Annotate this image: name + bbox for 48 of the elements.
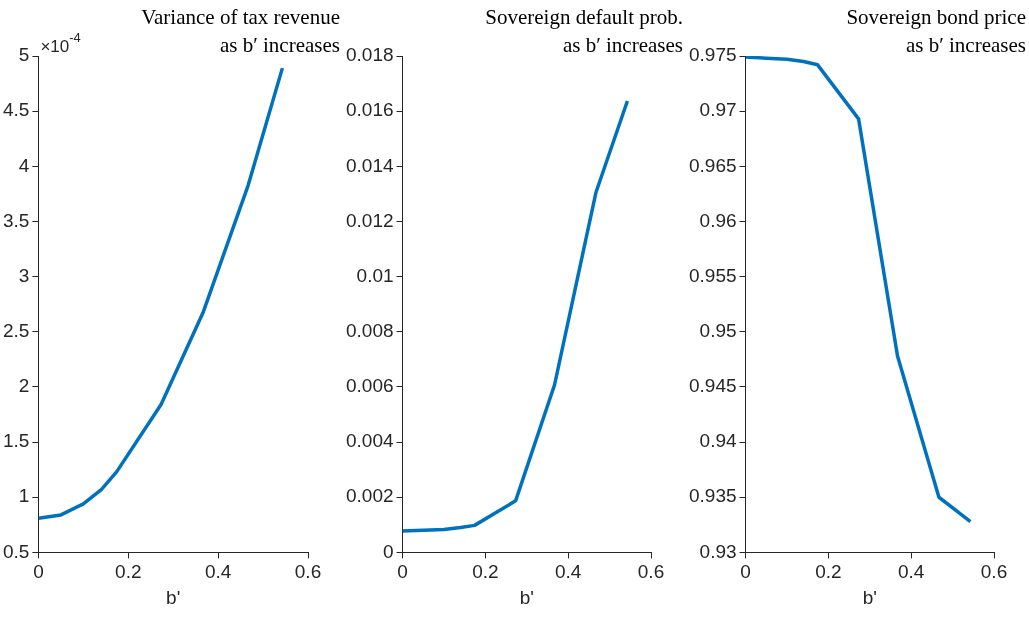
y-tick-label: 0.002 xyxy=(346,485,394,507)
x-tick-label: 0.6 xyxy=(294,561,322,583)
x-axis-title: b' xyxy=(862,586,877,608)
y-tick-label: 2.5 xyxy=(2,320,30,342)
y-tick-label: 0.95 xyxy=(699,320,737,342)
y-tick-label: 0.93 xyxy=(699,540,737,562)
y-tick-label: 0.018 xyxy=(346,44,394,66)
y-tick-label: 0.006 xyxy=(346,375,394,397)
y-tick-label: 0.5 xyxy=(2,540,30,562)
y-tick-label: 0.016 xyxy=(346,99,394,121)
x-tick-label: 0.4 xyxy=(897,561,925,583)
x-tick-label: 0.2 xyxy=(472,561,499,583)
y-tick-label: 0.004 xyxy=(346,430,394,452)
x-axis-title: b' xyxy=(166,586,181,608)
x-tick-label: 0 xyxy=(33,561,44,583)
y-tick-label: 0.96 xyxy=(699,209,737,231)
y-tick-label: 3.5 xyxy=(2,209,30,231)
y-tick-label: 0.97 xyxy=(699,99,737,121)
x-tick-label: 0.2 xyxy=(815,561,842,583)
x-tick-label: 0 xyxy=(397,561,408,583)
chart-title: Sovereign bond price as b′ increases xyxy=(846,5,1026,57)
y-tick-label: 4.5 xyxy=(2,99,30,121)
y-tick-label: 1 xyxy=(18,485,30,507)
x-tick-label: 0.2 xyxy=(115,561,142,583)
y-tick-label: 0.014 xyxy=(346,154,394,176)
y-tick-label: 3 xyxy=(18,264,30,286)
y-tick-label: 0.94 xyxy=(699,430,737,452)
y-tick-label: 1.5 xyxy=(2,430,30,452)
x-tick-label: 0.6 xyxy=(637,561,665,583)
y-tick-label: 0.945 xyxy=(689,375,737,397)
y-tick-label: 0.008 xyxy=(346,320,394,342)
y-tick-label: 2 xyxy=(18,375,30,397)
chart-title: Variance of tax revenue as b′ increases xyxy=(141,5,340,57)
y-tick-label: 0.935 xyxy=(689,485,737,507)
y-tick-label: 0.012 xyxy=(346,209,394,231)
x-tick-label: 0.6 xyxy=(980,561,1008,583)
x-tick-label: 0 xyxy=(740,561,751,583)
x-axis-title: b' xyxy=(519,586,534,608)
x-tick-label: 0.4 xyxy=(204,561,232,583)
y-tick-label: 5 xyxy=(18,44,30,66)
y-tick-label: 0.01 xyxy=(356,264,394,286)
y-tick-label: 0.965 xyxy=(689,154,737,176)
y-tick-label: 0.975 xyxy=(689,44,737,66)
chart-title: Sovereign default prob. as b′ increases xyxy=(485,5,683,57)
y-tick-label: 0 xyxy=(382,540,394,562)
y-tick-label: 4 xyxy=(18,154,30,176)
y-tick-label: 0.955 xyxy=(689,264,737,286)
x-tick-label: 0.4 xyxy=(554,561,582,583)
